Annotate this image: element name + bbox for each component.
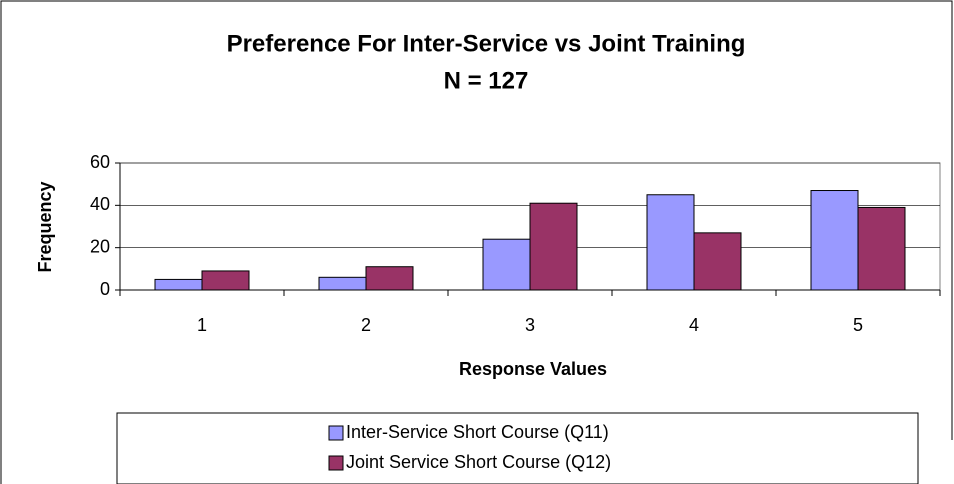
bar	[365, 266, 414, 291]
chart-subtitle: N = 127	[444, 67, 529, 94]
chart-title: Preference For Inter-Service vs Joint Tr…	[227, 30, 746, 57]
legend-box	[116, 412, 919, 484]
bar	[201, 270, 250, 291]
x-tick-label: 1	[197, 315, 207, 335]
bar	[529, 202, 578, 291]
legend-swatch	[328, 425, 344, 441]
legend-swatch	[328, 455, 344, 471]
legend-label: Inter-Service Short Course (Q11)	[346, 422, 609, 442]
y-tick-label: 20	[90, 236, 110, 256]
bar	[693, 232, 742, 291]
y-tick-label: 0	[100, 279, 110, 299]
bar	[154, 278, 203, 291]
bar	[857, 206, 906, 291]
y-tick-label: 40	[90, 194, 110, 214]
bar	[482, 238, 531, 291]
x-tick-label: 3	[525, 315, 535, 335]
bar	[318, 276, 367, 291]
x-tick-label: 2	[361, 315, 371, 335]
y-tick-label: 60	[90, 152, 110, 172]
bar	[646, 194, 695, 291]
y-axis-label: Frequency	[35, 181, 55, 272]
bar	[810, 190, 859, 291]
x-tick-label: 4	[689, 315, 699, 335]
legend-label: Joint Service Short Course (Q12)	[346, 452, 611, 472]
x-axis-label: Response Values	[459, 359, 607, 379]
x-tick-label: 5	[853, 315, 863, 335]
